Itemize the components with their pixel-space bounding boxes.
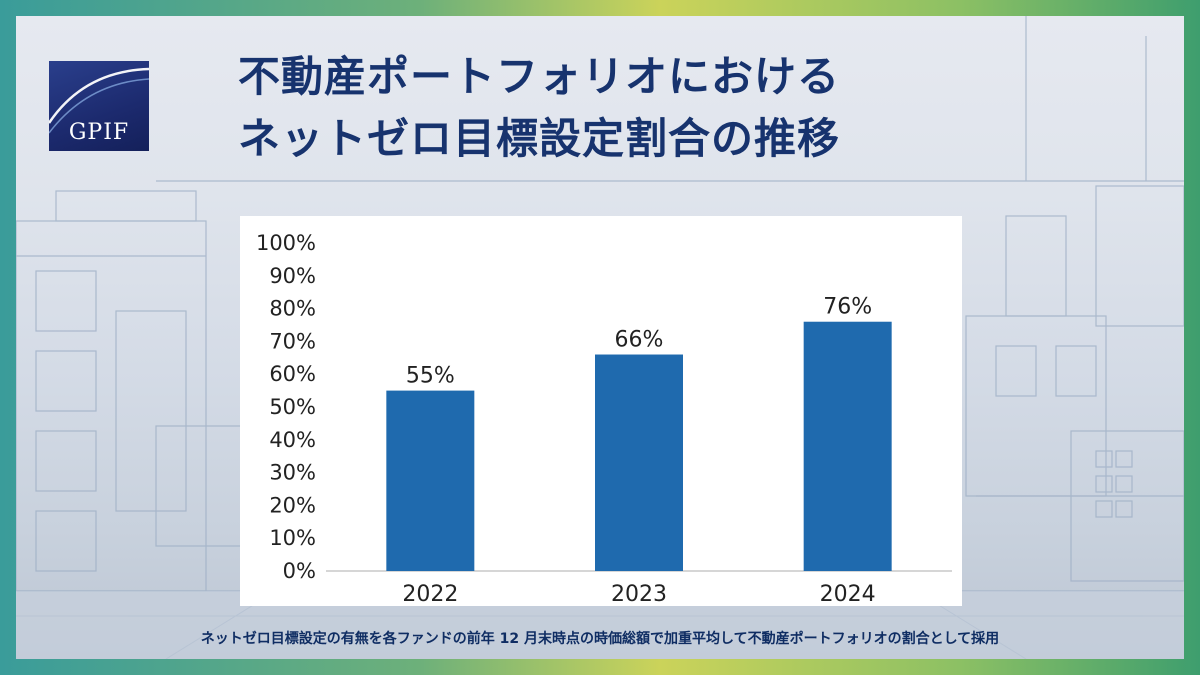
gpif-logo: GPIF: [49, 61, 149, 151]
data-label: 55%: [406, 364, 455, 389]
y-tick-label: 10%: [269, 526, 316, 550]
x-tick-label: 2024: [820, 582, 876, 606]
y-tick-label: 70%: [269, 329, 316, 353]
x-tick-label: 2023: [611, 582, 667, 606]
data-label: 66%: [615, 328, 664, 353]
y-tick-label: 80%: [269, 297, 316, 321]
bar: [595, 354, 683, 571]
chart-container: 0% 10% 20% 30% 40% 50% 60% 70% 80% 90% 100% 55% 2022…: [240, 216, 962, 607]
title-line-2: ネットゼロ目標設定割合の推移: [238, 114, 841, 163]
y-tick-label: 40%: [269, 428, 316, 452]
footnote: ネットゼロ目標設定の有無を各ファンドの前年 12 月末時点の時価総額で加重平均し…: [200, 631, 1000, 647]
logo-swoosh-icon: [49, 67, 149, 134]
y-tick-label: 50%: [269, 395, 316, 419]
bar: [803, 321, 892, 571]
logo-text: GPIF: [68, 120, 130, 145]
y-tick-label: 60%: [269, 362, 316, 386]
bar-chart: 0% 10% 20% 30% 40% 50% 60% 70% 80% 90% 100% 55% 2022…: [256, 231, 952, 607]
bar: [386, 390, 475, 571]
y-tick-label: 100%: [256, 231, 316, 255]
data-label: 76%: [823, 295, 872, 320]
title-line-1: 不動産ポートフォリオにおける: [238, 52, 841, 101]
page-title: 不動産ポートフォリオにおける ネットゼロ目標設定割合の推移: [238, 46, 1058, 170]
y-tick-label: 0%: [283, 559, 316, 583]
y-tick-label: 90%: [269, 264, 316, 288]
slide-panel: GPIF 不動産ポートフォリオにおける ネットゼロ目標設定割合の推移 0% 10%…: [16, 16, 1184, 659]
y-tick-label: 20%: [269, 493, 316, 517]
y-tick-label: 30%: [269, 461, 316, 485]
x-tick-label: 2022: [402, 582, 458, 606]
